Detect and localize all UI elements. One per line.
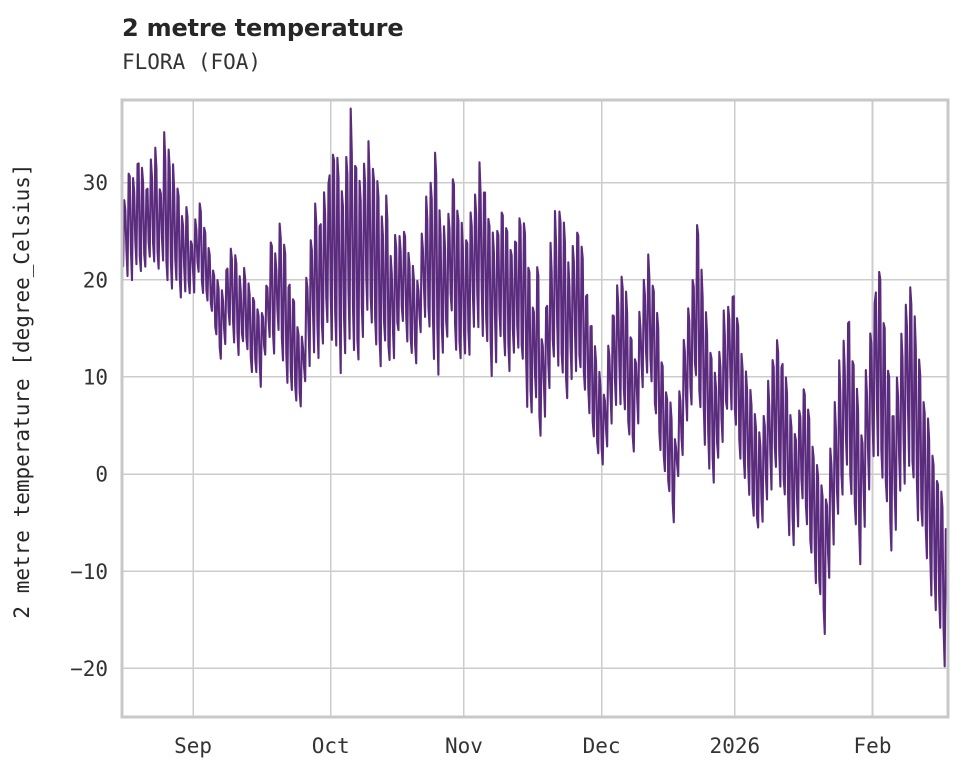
x-tick-label: Feb — [854, 734, 892, 758]
y-tick-label: −20 — [70, 657, 108, 681]
y-tick-label: 20 — [83, 268, 108, 292]
axes-spines — [120, 98, 950, 719]
x-tick-label: Oct — [312, 734, 350, 758]
y-tick-label: 10 — [83, 365, 108, 389]
x-tick-label: 2026 — [710, 734, 761, 758]
temperature-series-line — [122, 107, 948, 680]
x-tick-label: Dec — [583, 734, 621, 758]
x-tick-label: Sep — [174, 734, 212, 758]
y-axis-ticks: 30 20 10 0 −10 −20 — [70, 171, 108, 681]
y-tick-label: −10 — [70, 560, 108, 584]
y-tick-label: 30 — [83, 171, 108, 195]
chart-subtitle: FLORA (FOA) — [122, 50, 262, 74]
x-tick-label: Nov — [445, 734, 483, 758]
chart-title: 2 metre temperature — [122, 14, 404, 42]
y-tick-label: 0 — [95, 463, 108, 487]
x-axis-ticks: Sep Oct Nov Dec 2026 Feb — [174, 734, 891, 758]
